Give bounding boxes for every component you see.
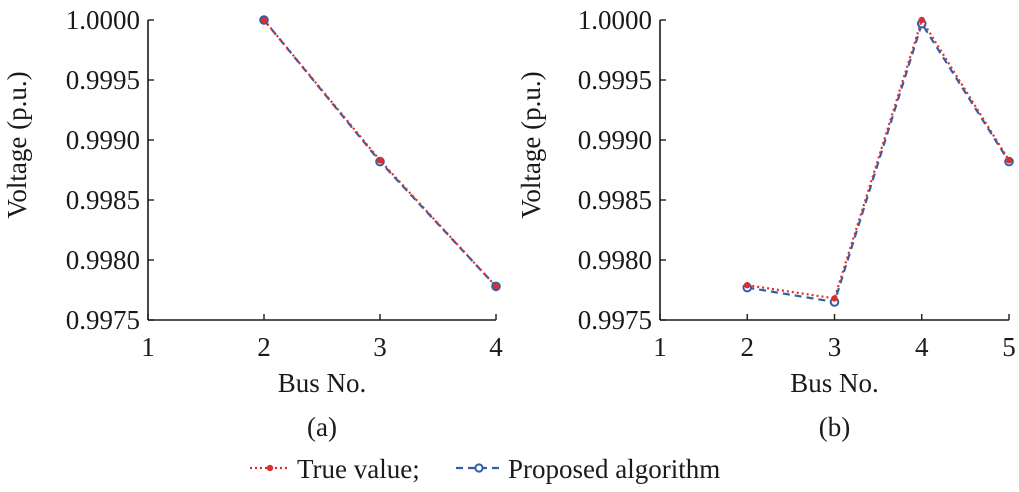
panel-a-y-tick-label: 0.9990: [66, 125, 140, 155]
panel-b-y-tick-label: 0.9995: [578, 65, 652, 95]
panel-b-x-tick-label: 5: [1002, 332, 1016, 362]
panel-a-true-value-line: [263, 19, 497, 288]
panel-a-true-value-point: [492, 283, 500, 290]
legend-true-value-label: True value;: [297, 454, 420, 484]
panel-b-y-tick-label: 0.9980: [578, 245, 652, 275]
legend: True value; Proposed algorithm: [250, 454, 720, 484]
panel-b-x-axis-title: Bus No.: [790, 368, 879, 398]
panel-a-proposed-line: [263, 19, 497, 288]
panel-b: 0.9975 0.9980 0.9985 0.9990 0.9995 1.0000 1 2 3 4…: [516, 5, 1016, 442]
panel-a-x-tick-label: 4: [489, 332, 503, 362]
panel-b-x-tick-label: 1: [653, 332, 667, 362]
panel-a-label: (a): [307, 412, 337, 442]
panel-b-x-tick-label: 4: [915, 332, 929, 362]
panel-a-y-tick-label: 0.9975: [66, 305, 140, 335]
legend-proposed-label: Proposed algorithm: [508, 454, 720, 484]
panel-a-y-tick-label: 0.9995: [66, 65, 140, 95]
panel-b-x-tick-label: 3: [828, 332, 842, 362]
panel-b-y-tick-label: 1.0000: [578, 5, 652, 35]
panel-a-x-tick-label: 2: [257, 332, 271, 362]
panel-b-true-value-point: [1005, 157, 1013, 164]
panel-b-label: (b): [819, 412, 850, 442]
panel-b-y-axis-title: Voltage (p.u.): [516, 71, 546, 218]
panel-a-y-tick-label: 0.9985: [66, 185, 140, 215]
legend-true-value-marker: [266, 464, 274, 472]
panel-b-x-tick-label: 2: [741, 332, 755, 362]
panel-a-true-value-point: [376, 157, 384, 164]
panel-b-true-value-point: [831, 295, 838, 302]
legend-proposed-marker: [474, 463, 484, 473]
panel-b-y-tick-label: 0.9990: [578, 125, 652, 155]
panel-a-y-tick-label: 1.0000: [66, 5, 140, 35]
panel-a-true-value-point: [260, 16, 268, 24]
panel-a-y-axis-title: Voltage (p.u.): [2, 71, 32, 218]
panel-a-x-tick-label: 3: [373, 332, 387, 362]
panel-b-y-tick-label: 0.9975: [578, 305, 652, 335]
panel-b-true-value-point: [744, 282, 751, 289]
panel-b-y-tick-label: 0.9985: [578, 185, 652, 215]
panel-a-x-tick-label: 1: [141, 332, 155, 362]
panel-a-y-tick-label: 0.9980: [66, 245, 140, 275]
panel-b-true-value-point: [918, 16, 925, 24]
panel-b-true-value-line: [747, 17, 1010, 300]
panel-a: 0.9975 0.9980 0.9985 0.9990 0.9995 1.0000 1 2 3 4…: [2, 5, 503, 442]
panel-a-x-axis-title: Bus No.: [278, 368, 367, 398]
